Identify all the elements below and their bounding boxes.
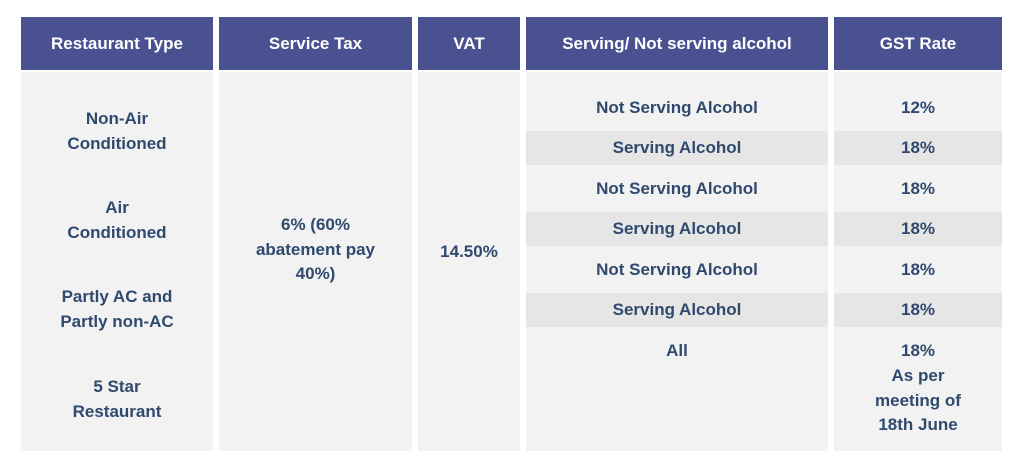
vat-column: 14.50% bbox=[418, 72, 520, 451]
header-vat: VAT bbox=[418, 17, 520, 70]
gst-note: As per meeting of 18th June bbox=[875, 366, 961, 434]
gst-cell: 18% bbox=[900, 218, 936, 238]
restaurant-type: Air Conditioned bbox=[67, 198, 167, 242]
gst-cell: 18% bbox=[900, 178, 936, 198]
gst-rate-column: 12% 18% 18% 18% 18% 18% 18% As per meeti… bbox=[834, 72, 1002, 451]
gst-cell: 12% bbox=[900, 97, 936, 117]
restaurant-type: Partly AC and Partly non-AC bbox=[60, 287, 174, 331]
header-service-tax: Service Tax bbox=[219, 17, 412, 70]
service-tax-column: 6% (60% abatement pay 40%) bbox=[219, 72, 412, 451]
alcohol-cell: Not Serving Alcohol bbox=[596, 97, 758, 117]
header-gst-rate: GST Rate bbox=[834, 17, 1002, 70]
gst-cell: 18% bbox=[900, 137, 936, 157]
alcohol-cell: All bbox=[666, 341, 688, 360]
header-alcohol: Serving/ Not serving alcohol bbox=[526, 17, 828, 70]
restaurant-type: Non-Air Conditioned bbox=[67, 109, 167, 153]
alcohol-cell: Not Serving Alcohol bbox=[596, 259, 758, 279]
gst-cell: 18% bbox=[900, 259, 936, 279]
restaurant-type: 5 Star Restaurant bbox=[72, 377, 162, 421]
alcohol-cell: Serving Alcohol bbox=[612, 299, 742, 319]
service-tax-value: 6% (60% abatement pay 40%) bbox=[255, 215, 376, 283]
alcohol-cell: Serving Alcohol bbox=[612, 218, 742, 238]
alcohol-cell: Not Serving Alcohol bbox=[596, 178, 758, 198]
vat-value: 14.50% bbox=[440, 242, 498, 261]
restaurant-type-column: Non-Air Conditioned Air Conditioned Part… bbox=[21, 72, 213, 451]
header-restaurant-type: Restaurant Type bbox=[21, 17, 213, 70]
gst-cell: 18% bbox=[900, 299, 936, 319]
alcohol-column: Not Serving Alcohol Serving Alcohol Not … bbox=[526, 72, 828, 451]
alcohol-cell: Serving Alcohol bbox=[612, 137, 742, 157]
gst-cell: 18% bbox=[900, 341, 936, 360]
